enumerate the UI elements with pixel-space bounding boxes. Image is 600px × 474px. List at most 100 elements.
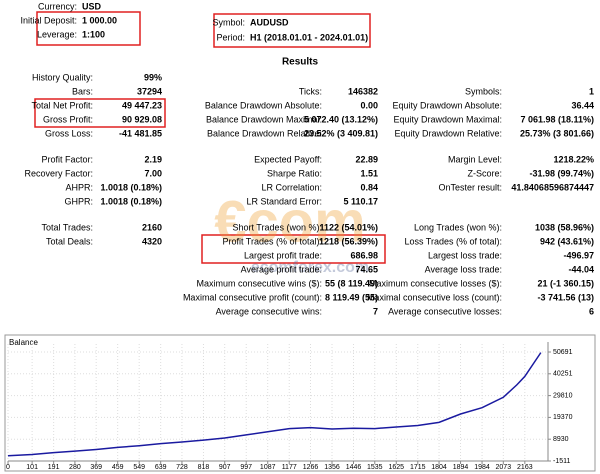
stat-label: Gross Profit: (43, 114, 93, 124)
highlight-box (201, 234, 386, 264)
stat-label: OnTester result: (438, 182, 502, 192)
x-tick-label: 1894 (453, 464, 469, 471)
header-label: Currency: (38, 1, 77, 11)
stat-label: Maximal consecutive profit (count): (183, 292, 322, 302)
stat-label: Bars: (72, 86, 93, 96)
highlight-box (213, 13, 371, 48)
stat-label: Recovery Factor: (24, 168, 93, 178)
stat-label: Balance Drawdown Relative: (207, 128, 322, 138)
stat-value: 55 (8 119.49) (325, 278, 378, 288)
stat-label: Profit Trades (% of total): (222, 236, 322, 246)
x-tick-label: 1715 (410, 464, 426, 471)
stat-label: LR Standard Error: (246, 196, 322, 206)
stat-label: Maximum consecutive losses ($): (369, 278, 502, 288)
stat-value: 8 119.49 (55) (325, 292, 378, 302)
chart-title: Balance (9, 338, 38, 347)
stat-label: Maximum consecutive wins ($): (196, 278, 322, 288)
stat-value: 1038 (58.96%) (535, 222, 594, 232)
header-label: Symbol: (212, 17, 245, 27)
x-tick-label: 1804 (431, 464, 447, 471)
header-label: Initial Deposit: (20, 15, 77, 25)
stat-label: Equity Drawdown Relative: (394, 128, 502, 138)
x-tick-label: 1984 (474, 464, 490, 471)
x-tick-label: 1177 (282, 464, 297, 471)
stat-value: 23.52% (3 409.81) (304, 128, 378, 138)
stat-label: Margin Level: (448, 154, 502, 164)
y-tick-label: 29810 (553, 392, 573, 399)
stat-value: 99% (144, 72, 162, 82)
stat-value: 2160 (142, 222, 162, 232)
highlight-box (34, 98, 166, 128)
stat-value: 25.73% (3 801.66) (520, 128, 594, 138)
stat-label: Z-Score: (467, 168, 502, 178)
y-tick-label: 50691 (553, 349, 573, 356)
header-label: Leverage: (37, 29, 77, 39)
stat-value: 1.0018 (0.18%) (100, 196, 162, 206)
stat-label: Balance Drawdown Absolute: (205, 100, 322, 110)
x-tick-label: 2163 (517, 464, 533, 471)
x-tick-label: 997 (240, 464, 252, 471)
stat-value: 7 061.98 (18.11%) (520, 114, 594, 124)
stat-value: 146382 (348, 86, 378, 96)
stat-value: 90 929.08 (122, 114, 162, 124)
stat-label: Profit Factor: (41, 154, 93, 164)
stat-label: LR Correlation: (261, 182, 322, 192)
stat-label: Balance Drawdown Maximal: (206, 114, 322, 124)
x-tick-label: 2073 (496, 464, 512, 471)
stat-value: -41 481.85 (119, 128, 162, 138)
y-tick-label: -1511 (553, 458, 570, 465)
stat-label: AHPR: (65, 182, 93, 192)
x-tick-label: 639 (155, 464, 167, 471)
stat-label: Ticks: (299, 86, 322, 96)
stat-value: -496.97 (563, 250, 594, 260)
x-tick-label: 549 (133, 464, 145, 471)
stat-label: History Quality: (32, 72, 93, 82)
stat-value: -31.98 (99.74%) (529, 168, 594, 178)
stat-value: 5 110.17 (343, 196, 378, 206)
stat-value: 7 (373, 306, 378, 316)
stat-label: Largest loss trade: (428, 250, 502, 260)
x-tick-label: 818 (198, 464, 210, 471)
x-tick-label: 1625 (388, 464, 404, 471)
stat-label: Equity Drawdown Absolute: (392, 100, 502, 110)
header-value: H1 (2018.01.01 - 2024.01.01) (250, 32, 368, 42)
stat-value: 7.00 (144, 168, 162, 178)
stat-value: 6 (589, 306, 594, 316)
y-tick-label: 8930 (553, 436, 569, 443)
x-tick-label: 1535 (367, 464, 383, 471)
stat-label: Total Trades: (41, 222, 93, 232)
x-tick-label: 0 (6, 464, 10, 471)
x-tick-label: 907 (219, 464, 231, 471)
stat-label: Average loss trade: (425, 264, 502, 274)
stat-label: Average consecutive wins: (216, 306, 322, 316)
stat-value: 1218.22% (553, 154, 594, 164)
stat-value: 41.84068596874447 (511, 182, 594, 192)
x-tick-label: 1446 (346, 464, 362, 471)
stat-value: -3 741.56 (13) (537, 292, 594, 302)
header-value: USD (82, 1, 102, 11)
x-tick-label: 1356 (324, 464, 340, 471)
stat-value: 1.51 (360, 168, 378, 178)
stat-label: Sharpe Ratio: (267, 168, 322, 178)
stat-value: 1 (589, 86, 594, 96)
stat-label: Average profit trade: (241, 264, 322, 274)
stat-value: 37294 (137, 86, 162, 96)
stat-value: 0.84 (360, 182, 378, 192)
stat-label: Equity Drawdown Maximal: (393, 114, 502, 124)
x-tick-label: 459 (112, 464, 124, 471)
stat-value: 22.89 (355, 154, 378, 164)
stat-value: 5 072.40 (13.12%) (304, 114, 378, 124)
stat-label: Short Trades (won %): (232, 222, 322, 232)
header-value: 1:100 (82, 29, 105, 39)
x-tick-label: 369 (90, 464, 102, 471)
x-tick-label: 1266 (303, 464, 319, 471)
results-title: Results (282, 57, 319, 68)
header-value: 1 000.00 (82, 15, 117, 25)
stat-label: Expected Payoff: (254, 154, 322, 164)
stat-value: 942 (43.61%) (540, 236, 594, 246)
stat-label: Average consecutive losses: (388, 306, 502, 316)
header-label: Period: (216, 32, 245, 42)
stat-value: -44.04 (568, 264, 594, 274)
